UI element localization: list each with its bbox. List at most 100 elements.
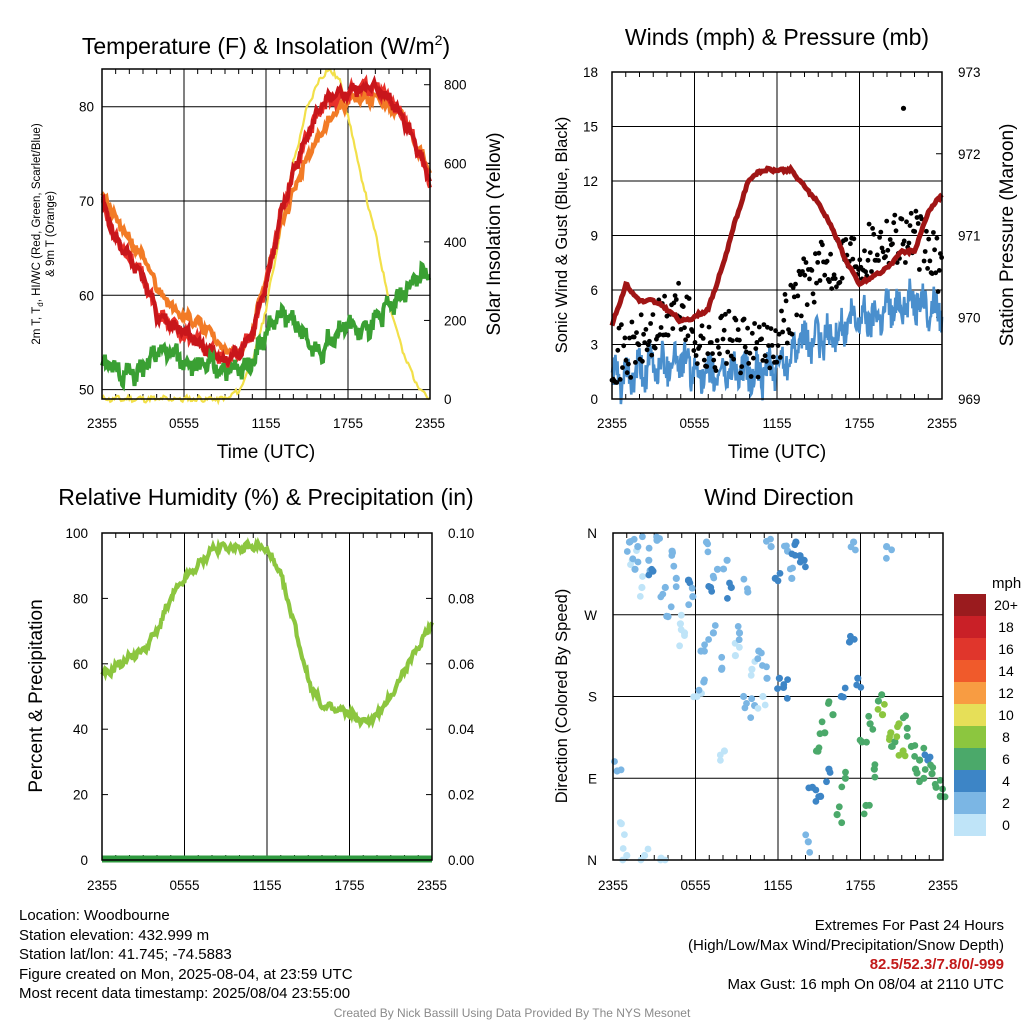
x-tick-label: 2355: [415, 416, 445, 431]
gust-point: [766, 343, 771, 348]
direction-point: [711, 622, 719, 629]
direction-point: [871, 761, 879, 768]
gust-point: [922, 249, 928, 254]
direction-point: [611, 758, 618, 765]
gust-point: [746, 361, 752, 366]
recent-data-timestamp: Most recent data timestamp: 2025/08/04 2…: [19, 985, 351, 1003]
direction-point: [634, 558, 642, 566]
direction-point: [901, 752, 909, 760]
direction-point: [913, 769, 921, 777]
legend-swatch: [954, 660, 986, 682]
y2-tick-label: 0.08: [448, 591, 474, 606]
direction-point: [929, 764, 937, 771]
station-latlon: Station lat/lon: 41.745; -74.5883: [19, 946, 232, 964]
gust-point: [730, 338, 735, 343]
gust-point: [685, 333, 691, 339]
gust-point: [798, 313, 804, 319]
gust-point: [754, 340, 760, 345]
gust-point: [883, 254, 888, 259]
direction-point: [668, 552, 676, 559]
direction-point: [672, 583, 680, 591]
humidity-grid: [102, 532, 432, 861]
rh-line: [100, 536, 434, 730]
gust-point: [781, 317, 787, 323]
direction-point: [748, 695, 756, 703]
temperature-xlabel: Time (UTC): [217, 442, 316, 463]
gust-point: [877, 235, 882, 240]
direction-point: [781, 542, 788, 550]
gust-point: [837, 279, 843, 285]
direction-point: [871, 773, 879, 781]
gust-point: [753, 346, 759, 351]
gust-point: [747, 350, 753, 356]
gust-point: [643, 327, 649, 332]
direction-point: [903, 724, 911, 732]
y-tick-label: 60: [73, 657, 88, 672]
gust-point: [857, 257, 863, 263]
direction-point: [718, 653, 726, 661]
direction-point: [717, 757, 724, 764]
y2-tick-label: 800: [444, 78, 467, 93]
y-tick-label: N: [587, 853, 597, 868]
direction-point: [883, 554, 890, 562]
direction-point: [747, 714, 755, 721]
direction-point: [842, 768, 849, 776]
gust-point: [648, 321, 653, 326]
direction-point: [931, 780, 939, 788]
direction-point: [838, 783, 846, 791]
gust-point: [652, 345, 658, 351]
x-tick-label: 0555: [169, 878, 199, 893]
sonic-wind-line: [610, 278, 944, 405]
direction-point: [645, 556, 653, 564]
direction-point: [645, 544, 653, 552]
gust-point: [642, 340, 648, 345]
gust-point: [721, 327, 727, 333]
gust-point: [624, 370, 630, 376]
gust-point: [890, 241, 895, 247]
gust-point: [623, 357, 629, 363]
gust-point: [832, 276, 838, 281]
y2-tick-label: 0.04: [448, 722, 475, 737]
legend-label: 6: [1002, 751, 1010, 767]
gust-point: [851, 236, 857, 242]
direction-point: [704, 548, 712, 556]
gust-point: [782, 292, 788, 297]
gust-point: [811, 299, 817, 305]
gust-point: [697, 343, 703, 349]
extremes-fields: (High/Low/Max Wind/Precipitation/Snow De…: [688, 936, 1004, 954]
x-tick-label: 2355: [87, 878, 117, 893]
direction-point: [758, 649, 765, 657]
direction-point: [630, 535, 638, 543]
x-tick-label: 1755: [333, 416, 363, 431]
y-tick-label: 0: [590, 392, 598, 407]
gust-point: [636, 342, 642, 348]
direction-point: [731, 652, 740, 660]
y-tick-label: 70: [79, 194, 94, 209]
x-tick-label: 1155: [251, 416, 280, 431]
gust-point: [827, 279, 832, 285]
y2-tick-label: 200: [444, 313, 467, 328]
direction-point: [791, 541, 799, 549]
y-tick-label: 20: [73, 788, 88, 803]
gust-point: [917, 267, 922, 272]
winds-xlabel: Time (UTC): [728, 442, 827, 463]
direction-point: [763, 663, 770, 671]
x-tick-label: 1755: [845, 878, 875, 893]
gust-point: [803, 260, 809, 265]
direction-point: [639, 573, 646, 580]
gust-point: [814, 280, 819, 286]
gust-point: [614, 380, 620, 385]
gust-point: [839, 275, 845, 281]
gust-point: [783, 298, 789, 304]
gust-point: [779, 308, 784, 314]
gust-point: [850, 256, 856, 262]
direction-point: [888, 546, 895, 554]
legend-swatch: [954, 814, 986, 836]
gust-point: [735, 327, 741, 332]
station-info: Location: Woodbourne Station elevation: …: [19, 906, 353, 1004]
legend-swatch: [954, 638, 986, 660]
gust-point: [824, 258, 830, 264]
direction-point: [818, 718, 826, 726]
gust-point: [906, 240, 912, 246]
gust-point: [664, 313, 670, 319]
